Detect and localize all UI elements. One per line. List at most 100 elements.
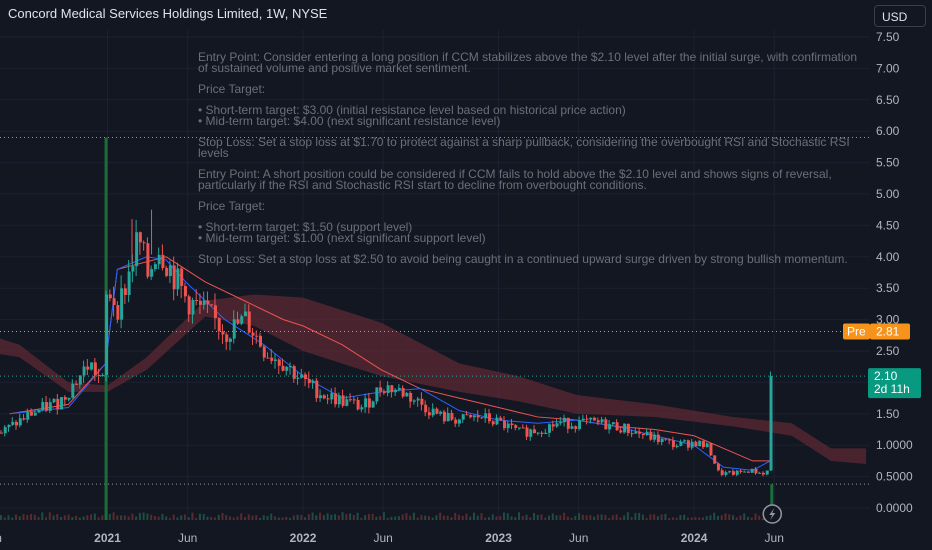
volume-bar (698, 517, 701, 520)
candle-body (337, 395, 341, 405)
y-tick-label: 3.00 (876, 313, 900, 327)
candle-body (138, 232, 142, 243)
candle-body (97, 374, 101, 376)
volume-bar (210, 516, 213, 520)
volume-bar (322, 515, 325, 520)
candle-body (457, 419, 461, 424)
note-list: • Short-term target: $1.50 (support leve… (198, 221, 868, 244)
candle-body (593, 417, 597, 421)
volume-bar (172, 514, 175, 520)
volume-bar (495, 516, 498, 520)
candle-body (653, 434, 657, 440)
candle-body (213, 305, 217, 319)
volume-bar (75, 515, 78, 520)
candle-body (510, 423, 514, 426)
volume-bar (641, 514, 644, 520)
volume-bar (686, 517, 689, 520)
volume-bar (645, 517, 648, 520)
volume-bar (679, 515, 682, 520)
x-tick-label: Jun (0, 531, 2, 545)
volume-bar (112, 512, 115, 520)
currency-button[interactable]: USD (874, 5, 926, 27)
candle-body (743, 471, 747, 473)
volume-bar (213, 517, 216, 520)
candle-body (375, 387, 379, 402)
x-tick-label: 2022 (290, 531, 317, 545)
volume-bar (397, 516, 400, 520)
candle-body (228, 338, 232, 342)
candle-body (442, 411, 446, 422)
candle-body (105, 294, 109, 376)
candle-body (596, 420, 600, 423)
volume-bar (578, 513, 581, 520)
volume-bar (349, 513, 352, 520)
candle-body (480, 417, 484, 419)
volume-bar (762, 517, 765, 520)
volume-bar (123, 515, 126, 520)
candle-body (71, 383, 75, 398)
note-paragraph: Price Target: (198, 199, 266, 213)
candle-body (465, 414, 469, 416)
candle-body (469, 414, 473, 418)
volume-bar (135, 516, 138, 520)
volume-bar (228, 516, 231, 520)
candle-body (548, 424, 552, 433)
volume-bar (202, 514, 205, 520)
candle-body (394, 389, 398, 393)
volume-bar (131, 513, 134, 520)
candle-body (247, 311, 251, 333)
volume-bar (334, 514, 337, 520)
volume-bar (82, 516, 85, 520)
volume-bar (559, 515, 562, 520)
candle-body (146, 243, 150, 277)
volume-bar (379, 516, 382, 520)
candle-body (446, 412, 450, 422)
candle-body (30, 411, 34, 416)
volume-bar (656, 516, 659, 520)
volume-bar (0, 515, 2, 520)
candle-body (694, 441, 698, 447)
candle-body (176, 268, 180, 290)
candle-body (472, 415, 476, 418)
candle-body (277, 359, 281, 366)
candle-body (623, 423, 627, 433)
x-tick-label: Jun (178, 531, 197, 545)
candle-body (112, 298, 116, 306)
volume-bar (120, 515, 123, 520)
candle-body (540, 432, 544, 435)
volume-bar (701, 517, 704, 520)
volume-bar (176, 517, 179, 520)
candle-body (45, 402, 49, 411)
candle-body (491, 421, 495, 425)
candle-body (416, 398, 420, 401)
volume-bar (71, 517, 74, 520)
pre-tag-label-box (843, 323, 870, 340)
candle-body (116, 305, 120, 320)
volume-bar (731, 515, 734, 520)
volume-bar (461, 515, 464, 520)
candle-body (206, 300, 210, 305)
volume-bar (63, 515, 66, 520)
candle-body (424, 404, 428, 413)
volume-bar (386, 517, 389, 520)
volume-bar (630, 516, 633, 520)
candle-body (671, 440, 675, 448)
volume-bar (634, 512, 637, 520)
candle-body (487, 413, 491, 422)
volume-bar (78, 517, 81, 520)
candle-body (330, 393, 334, 400)
candle-body (506, 423, 510, 429)
candle-body (371, 401, 375, 408)
volume-bar (3, 517, 6, 520)
candle-body (311, 380, 315, 384)
analysis-notes: Entry Point: Consider entering a long po… (198, 51, 868, 275)
candle-body (0, 432, 3, 434)
volume-bar (735, 517, 738, 520)
volume-bar (33, 514, 36, 520)
y-tick-label: 1.0000 (876, 438, 913, 452)
candle-body (382, 391, 386, 393)
candle-body (555, 423, 559, 427)
candle-body (536, 432, 540, 434)
candle-body (255, 335, 259, 337)
